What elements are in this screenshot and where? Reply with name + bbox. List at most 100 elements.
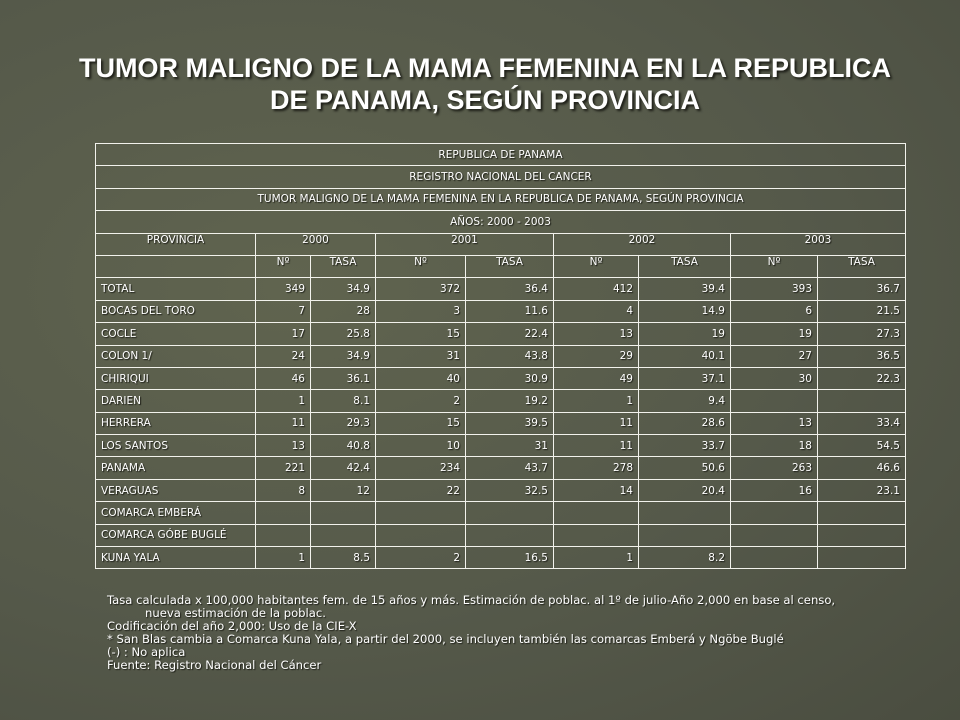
rate-cell: 12 (310, 478, 376, 503)
rate-cell: 34.9 (310, 344, 376, 368)
table-row: TOTAL 349 34.9 372 36.4 412 39.4 393 36.7 (95, 277, 906, 301)
year-header-2003: 2003 (730, 232, 906, 256)
count-cell (255, 501, 311, 525)
table-row: COCLE 17 25.8 15 22.4 13 19 19 27.3 (95, 322, 906, 346)
count-cell: 10 (375, 434, 466, 458)
count-cell (255, 523, 311, 548)
rate-cell: 40.1 (638, 344, 731, 368)
rate-cell: 14.9 (638, 299, 731, 324)
rate-cell: 16.5 (465, 546, 554, 570)
count-cell: 8 (255, 478, 311, 503)
sub-header-tasa: TASA (465, 254, 554, 279)
rate-cell (638, 501, 731, 525)
count-cell: 18 (730, 434, 818, 458)
table-row: COLON 1/24 34.9 31 43.8 29 40.1 27 36.5 (95, 344, 906, 368)
rate-cell: 54.5 (817, 434, 906, 458)
rate-cell: 43.7 (465, 456, 554, 480)
header-row-1: REPUBLICA DE PANAMA (95, 142, 906, 167)
count-cell: 27 (730, 344, 818, 368)
count-cell: 278 (553, 456, 639, 480)
sub-header-tasa: TASA (638, 254, 731, 279)
count-cell: 19 (730, 322, 818, 346)
rate-cell: 42.4 (310, 456, 376, 480)
count-cell: 263 (730, 456, 818, 480)
rate-cell (817, 546, 906, 570)
rate-cell: 8.1 (310, 389, 376, 413)
rate-cell: 9.4 (638, 389, 731, 413)
count-cell: 13 (255, 434, 311, 458)
count-cell: 13 (553, 322, 639, 346)
note-fuente: Fuente: Registro Nacional del Cáncer (107, 658, 322, 672)
rate-cell: 20.4 (638, 478, 731, 503)
rate-cell: 37.1 (638, 366, 731, 391)
count-cell: 1 (553, 389, 639, 413)
rate-cell: 36.5 (817, 344, 906, 368)
rate-cell: 8.5 (310, 546, 376, 570)
header-row-3: TUMOR MALIGNO DE LA MAMA FEMENINA EN LA … (95, 187, 906, 212)
table-row: HERRERA 11 29.3 15 39.5 11 28.6 13 33.4 (95, 411, 906, 436)
count-cell: 22 (375, 478, 466, 503)
province-name: DARIEN (95, 389, 256, 413)
province-name: COMARCA EMBERÁ (95, 501, 256, 525)
header-row-2: REGISTRO NACIONAL DEL CANCER (95, 165, 906, 189)
province-name: COCLE (95, 322, 256, 346)
rate-cell: 25.8 (310, 322, 376, 346)
rate-cell (465, 523, 554, 548)
rate-cell: 22.3 (817, 366, 906, 391)
count-cell: 221 (255, 456, 311, 480)
rate-cell: 27.3 (817, 322, 906, 346)
sub-header-no: Nº (375, 254, 466, 279)
count-cell (375, 501, 466, 525)
sub-header-no: Nº (553, 254, 639, 279)
rate-cell (638, 523, 731, 548)
count-cell: 24 (255, 344, 311, 368)
header-years-range: AÑOS: 2000 - 2003 (95, 210, 906, 234)
count-cell: 349 (255, 277, 311, 301)
rate-cell: 31 (465, 434, 554, 458)
note-tasa-continued: nueva estimación de la poblac. (145, 606, 326, 620)
sub-header-empty (95, 254, 256, 279)
count-cell (730, 389, 818, 413)
rate-cell (465, 501, 554, 525)
count-cell: 15 (375, 411, 466, 436)
count-cell: 412 (553, 277, 639, 301)
count-cell (730, 501, 818, 525)
count-cell: 46 (255, 366, 311, 391)
count-cell: 40 (375, 366, 466, 391)
count-cell: 6 (730, 299, 818, 324)
count-cell: 11 (553, 434, 639, 458)
province-name: PANAMA (95, 456, 256, 480)
count-cell: 234 (375, 456, 466, 480)
rate-cell: 32.5 (465, 478, 554, 503)
rate-cell: 19.2 (465, 389, 554, 413)
note-no-aplica: (-) : No aplica (107, 645, 186, 659)
rate-cell (310, 523, 376, 548)
count-cell: 2 (375, 389, 466, 413)
count-cell (553, 501, 639, 525)
rate-cell: 30.9 (465, 366, 554, 391)
table-row: KUNA YALA 1 8.5 2 16.5 1 8.2 (95, 546, 906, 570)
rate-cell: 23.1 (817, 478, 906, 503)
table-row: LOS SANTOS 13 40.8 10 31 11 33.7 18 54.5 (95, 434, 906, 458)
count-cell: 372 (375, 277, 466, 301)
rate-cell: 43.8 (465, 344, 554, 368)
count-cell (375, 523, 466, 548)
table-row: BOCAS DEL TORO 7 28 3 11.6 4 14.9 6 21.5 (95, 299, 906, 324)
count-cell: 11 (255, 411, 311, 436)
count-cell: 393 (730, 277, 818, 301)
table-row: VERAGUAS 8 12 22 32.5 14 20.4 16 23.1 (95, 478, 906, 503)
rate-cell: 34.9 (310, 277, 376, 301)
table-row: CHIRIQUI 46 36.1 40 30.9 49 37.1 30 22.3 (95, 366, 906, 391)
count-cell: 31 (375, 344, 466, 368)
province-name: BOCAS DEL TORO (95, 299, 256, 324)
header-row-4: AÑOS: 2000 - 2003 (95, 210, 906, 234)
count-cell: 1 (255, 389, 311, 413)
province-name: CHIRIQUI (95, 366, 256, 391)
province-name: KUNA YALA (95, 546, 256, 570)
table-row: COMARCA GÓBE BUGLÉ (95, 523, 906, 548)
count-cell: 4 (553, 299, 639, 324)
rate-cell: 40.8 (310, 434, 376, 458)
count-cell: 49 (553, 366, 639, 391)
rate-cell: 36.7 (817, 277, 906, 301)
rate-cell: 50.6 (638, 456, 731, 480)
